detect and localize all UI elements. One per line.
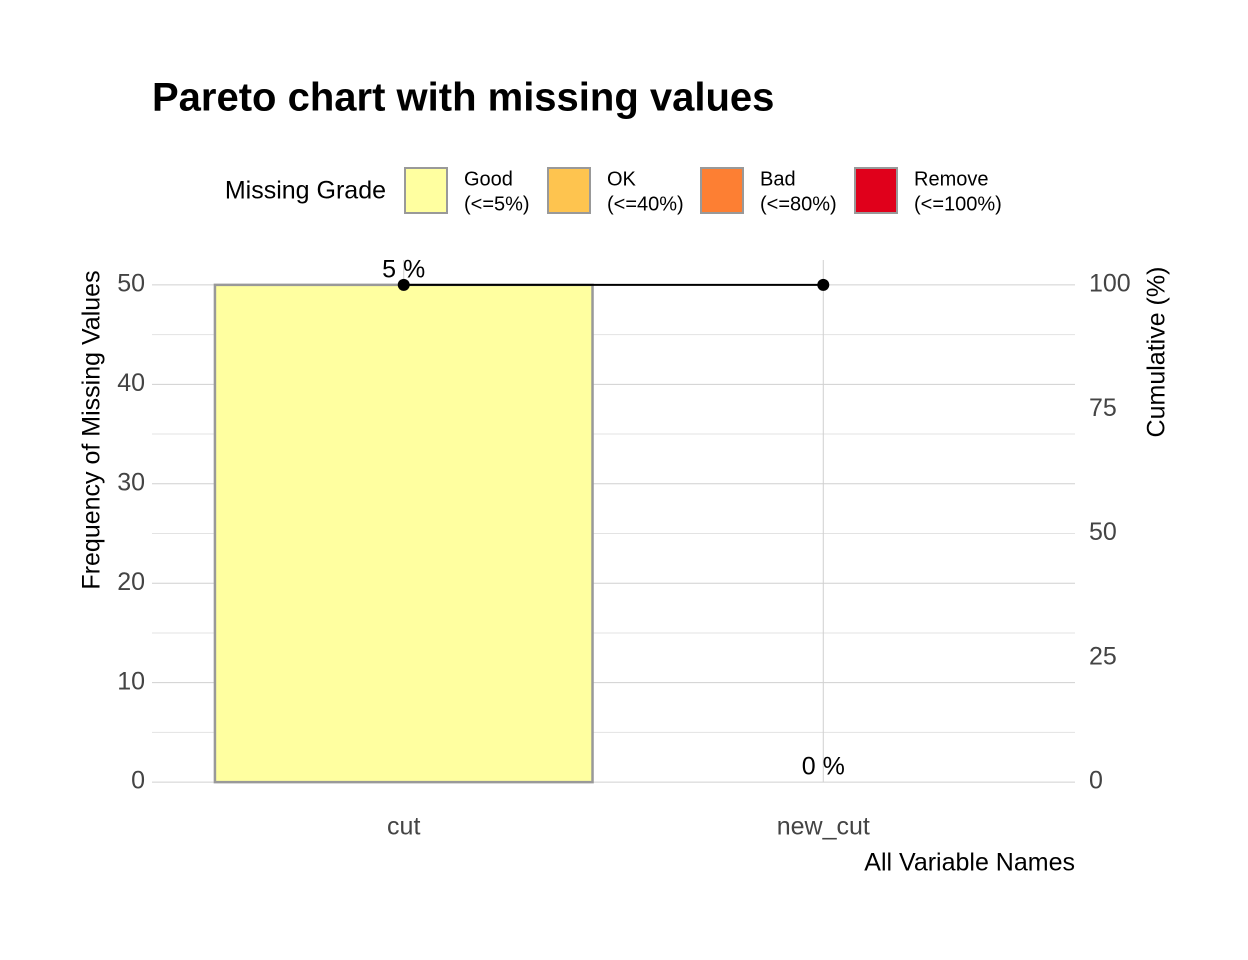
y2-axis-title: Cumulative (%) xyxy=(1143,267,1171,438)
legend-label: OK xyxy=(607,168,637,190)
legend-label: (<=5%) xyxy=(464,193,530,215)
y-tick-label: 30 xyxy=(117,468,145,496)
bar-annotation: 5 % xyxy=(382,255,425,283)
legend-title: Missing Grade xyxy=(225,177,386,205)
x-axis-title: All Variable Names xyxy=(864,849,1075,877)
y2-tick-label: 75 xyxy=(1089,394,1117,422)
legend-label: (<=100%) xyxy=(914,193,1002,215)
legend-swatch xyxy=(854,167,898,214)
y2-tick-label: 50 xyxy=(1089,518,1117,546)
legend-label: Good xyxy=(464,168,513,190)
bar-annotation: 0 % xyxy=(802,753,845,781)
y-tick-label: 10 xyxy=(117,667,145,695)
y2-tick-label: 25 xyxy=(1089,642,1117,670)
bar xyxy=(213,283,594,784)
cumulative-point xyxy=(397,278,410,291)
y-tick-label: 20 xyxy=(117,568,145,596)
legend-swatch xyxy=(700,167,744,214)
x-tick-label: new_cut xyxy=(777,813,870,841)
legend-swatch xyxy=(547,167,591,214)
legend-label: Bad xyxy=(760,168,796,190)
cumulative-point xyxy=(817,278,830,291)
y-tick-label: 50 xyxy=(117,269,145,297)
y2-tick-label: 100 xyxy=(1089,269,1131,297)
legend-label: Remove xyxy=(914,168,988,190)
y-tick-label: 40 xyxy=(117,369,145,397)
legend-swatch xyxy=(404,167,448,214)
chart-title: Pareto chart with missing values xyxy=(152,76,774,120)
y2-tick-label: 0 xyxy=(1089,767,1103,795)
x-tick-label: cut xyxy=(387,813,420,841)
y-axis-title: Frequency of Missing Values xyxy=(78,270,106,589)
legend-label: (<=40%) xyxy=(607,193,684,215)
legend-label: (<=80%) xyxy=(760,193,837,215)
y-tick-label: 0 xyxy=(131,767,145,795)
